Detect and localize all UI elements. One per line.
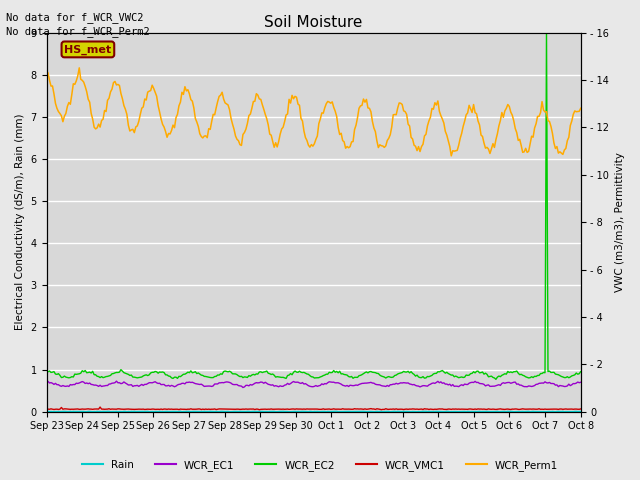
Y-axis label: Electrical Conductivity (dS/m), Rain (mm): Electrical Conductivity (dS/m), Rain (mm… [15,114,25,330]
Text: No data for f_WCR_Perm2: No data for f_WCR_Perm2 [6,26,150,37]
Text: HS_met: HS_met [65,44,111,55]
Title: Soil Moisture: Soil Moisture [264,15,363,30]
Text: No data for f_WCR_VWC2: No data for f_WCR_VWC2 [6,12,144,23]
Y-axis label: VWC (m3/m3), Permittivity: VWC (m3/m3), Permittivity [615,152,625,292]
Legend: Rain, WCR_EC1, WCR_EC2, WCR_VMC1, WCR_Perm1: Rain, WCR_EC1, WCR_EC2, WCR_VMC1, WCR_Pe… [77,456,563,475]
